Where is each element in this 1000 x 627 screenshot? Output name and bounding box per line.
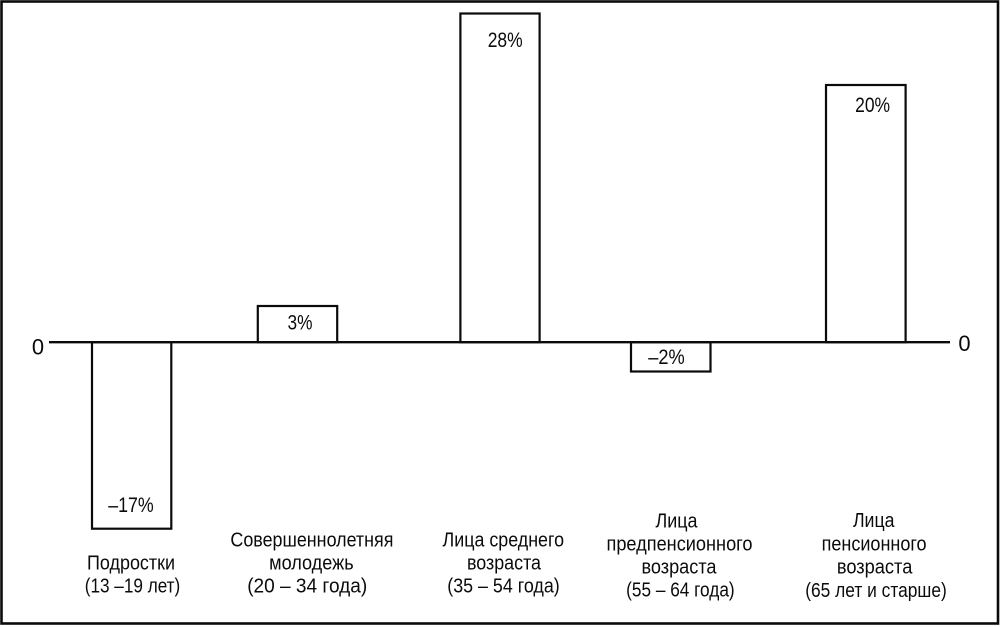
- svg-text:(65 лет и старше): (65 лет и старше): [805, 579, 947, 602]
- svg-text:–17%: –17%: [108, 493, 154, 517]
- svg-text:возраста: возраста: [467, 551, 542, 574]
- svg-text:20%: 20%: [855, 93, 890, 117]
- svg-text:Лица среднего: Лица среднего: [443, 528, 565, 551]
- svg-text:Подростки: Подростки: [87, 552, 175, 575]
- svg-text:3%: 3%: [288, 311, 313, 335]
- svg-text:0: 0: [958, 331, 970, 356]
- svg-text:0: 0: [32, 334, 44, 359]
- svg-text:Лица: Лица: [656, 510, 699, 533]
- svg-text:(13 –19 лет): (13 –19 лет): [85, 575, 181, 598]
- svg-text:(35 – 54 года): (35 – 54 года): [447, 574, 560, 597]
- svg-text:(55 – 64 года): (55 – 64 года): [626, 579, 735, 602]
- svg-text:возраста: возраста: [837, 556, 913, 579]
- svg-text:Совершеннолетняя: Совершеннолетняя: [230, 528, 393, 551]
- svg-text:предпенсионного: предпенсионного: [607, 533, 753, 556]
- svg-text:молодежь: молодежь: [269, 551, 354, 574]
- svg-text:(20 – 34 года): (20 – 34 года): [247, 574, 367, 597]
- svg-text:Лица: Лица: [853, 509, 895, 532]
- svg-text:–2%: –2%: [648, 345, 685, 369]
- svg-text:пенсионного: пенсионного: [822, 532, 927, 555]
- svg-text:возраста: возраста: [642, 556, 718, 579]
- svg-text:28%: 28%: [488, 28, 523, 52]
